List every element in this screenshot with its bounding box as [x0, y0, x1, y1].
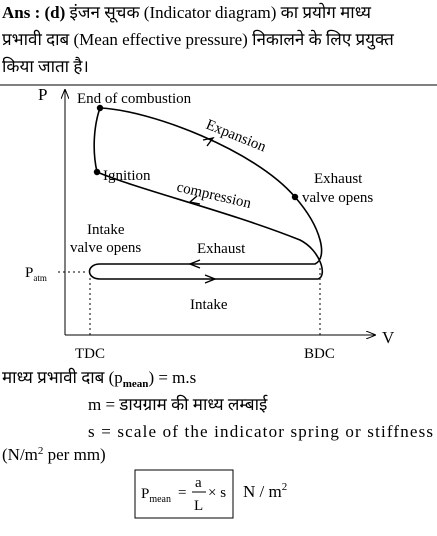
text: माध्य प्रभावी दाब (p: [2, 367, 123, 387]
symbol: P: [25, 265, 33, 281]
label: Expansion: [204, 117, 269, 156]
subscript: mean: [149, 494, 171, 505]
subscript: atm: [33, 273, 47, 283]
header-line: प्रभावी दाब (Mean effective pressure) नि…: [2, 29, 394, 50]
text-line: m = डायग्राम की माध्य लम्बाई: [88, 394, 268, 414]
formula-lhs: Pmean: [141, 486, 171, 505]
answer-label: Ans : (d): [2, 3, 65, 22]
label: End of combustion: [77, 91, 192, 107]
header-line: किया जाता है।: [2, 56, 89, 76]
header-line: Ans : (d) इंजन सूचक (Indicator diagram) …: [2, 2, 372, 23]
cycle-curve: [88, 107, 324, 280]
header: Ans : (d) इंजन सूचक (Indicator diagram) …: [0, 2, 437, 86]
equals: =: [178, 485, 186, 501]
unit: N / m2: [243, 481, 287, 501]
text-line: (N/m2 per mm): [2, 445, 106, 464]
label: Intake: [87, 222, 125, 238]
arrow: [202, 136, 215, 147]
label: Ignition: [103, 168, 151, 184]
axis-label: V: [382, 328, 395, 347]
text: ) = m.s: [148, 368, 196, 387]
text: per mm): [43, 445, 105, 464]
arrow: [188, 195, 201, 205]
text-line: माध्य प्रभावी दाब (pmean) = m.s: [2, 367, 196, 390]
indicator-diagram: P V Patm End of combustion Expansion Ign…: [25, 85, 395, 362]
point: [96, 104, 104, 112]
formula-box: [134, 469, 234, 519]
denominator: L: [194, 498, 203, 514]
point: [291, 193, 299, 201]
header-text: इंजन सूचक (Indicator diagram) का प्रयोग …: [70, 2, 373, 23]
label: BDC: [304, 346, 335, 362]
patm-label: Patm: [25, 265, 47, 283]
label: TDC: [75, 346, 105, 362]
label: valve opens: [70, 240, 141, 256]
label: valve opens: [302, 190, 373, 206]
subscript: mean: [123, 378, 149, 390]
text: (N/m: [2, 445, 38, 464]
label: Intake: [190, 297, 228, 313]
label: Exhaust: [314, 171, 363, 187]
text-line: s = scale of the indicator spring or sti…: [88, 422, 433, 441]
arrow: [204, 274, 217, 284]
superscript: 2: [282, 481, 288, 493]
label: Exhaust: [197, 241, 246, 257]
label: compression: [175, 179, 253, 212]
unit-text: N / m: [243, 482, 282, 501]
times: × s: [208, 485, 226, 501]
axis-label: P: [38, 85, 47, 104]
numerator: a: [195, 475, 202, 491]
point: [93, 168, 101, 176]
formula: Pmean = a L × s N / m2: [134, 469, 287, 519]
explanation: माध्य प्रभावी दाब (pmean) = m.s m = डायग…: [2, 367, 433, 464]
symbol: P: [141, 486, 149, 502]
superscript: 2: [38, 445, 44, 457]
arrow: [188, 259, 201, 269]
